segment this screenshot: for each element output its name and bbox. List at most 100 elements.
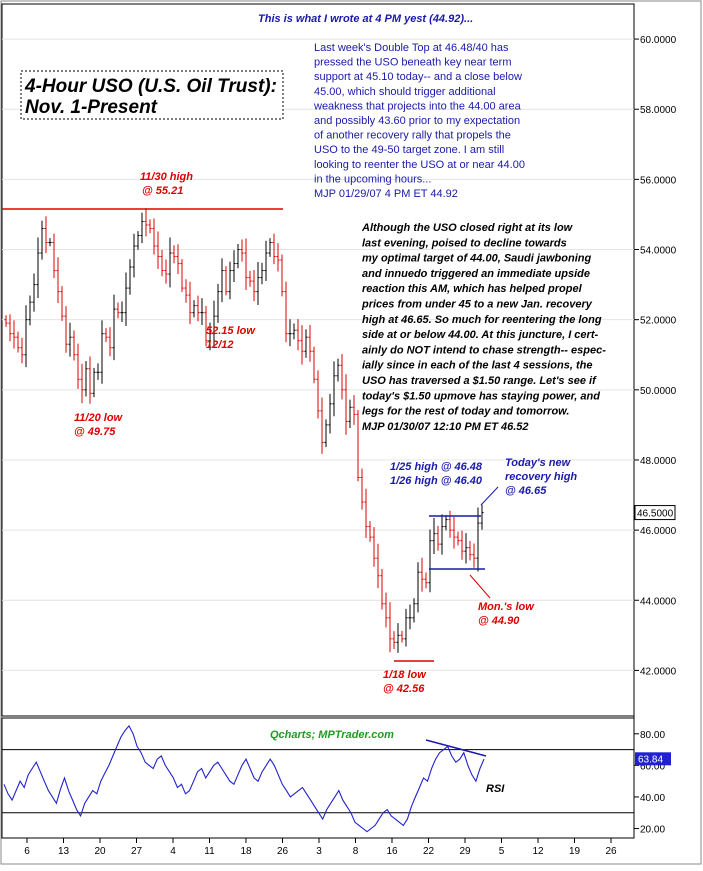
ohlc-bar [356,409,360,482]
ohlc-bar [212,300,216,348]
ohlc-bar [320,397,324,454]
annotation-nov20-low: 11/20 low [74,412,124,424]
ohlc-bar [300,325,304,365]
annotation-today-high: Today's new [505,457,572,469]
ohlc-bar [148,219,152,234]
ohlc-bar [352,395,356,425]
price-tick-label: 56.0000 [640,175,677,186]
ohlc-bar [4,315,8,327]
ohlc-bar [476,507,480,572]
note2-line: and innuedo triggered an immediate upsid… [362,268,590,280]
rsi-layer: 20.00 40.00 60.00 80.00 [2,724,665,836]
x-tick-label: 26 [277,846,289,857]
price-tick-label: 54.0000 [640,246,677,257]
x-tick-label: 11 [204,846,215,857]
annotation-dec12-low: 52.15 low [206,325,256,337]
note1-line: weakness that projects into the 44.00 ar… [313,100,522,112]
ohlc-bar [316,370,320,419]
annotation-jan18-low-value: @ 42.56 [383,683,425,695]
rsi-last-label: 63.84 [638,754,663,765]
note2-line: high at 46.65. So much for reentering th… [362,314,602,326]
ohlc-bar [16,331,20,353]
ohlc-bar [460,530,464,560]
ohlc-bar [232,250,236,283]
ohlc-bar [48,238,52,247]
ohlc-bar [84,361,88,397]
ohlc-bar [156,231,160,269]
ohlc-bar [172,245,176,264]
note1-line: MJP 01/29/07 4 PM ET 44.92 [314,188,458,200]
ohlc-bar [220,258,224,303]
x-tick-label: 12 [532,846,544,857]
rsi-divergence-line [425,739,487,757]
note2-line: USO has traversed a $1.50 range. Let's s… [362,375,597,387]
ohlc-bar [152,218,156,255]
ohlc-bar [372,527,376,567]
ohlc-bar [192,300,196,318]
ohlc-bar [116,302,120,319]
annotation-jan25-high: 1/25 high @ 46.48 [390,461,483,473]
annotation-today-high-label: recovery high [505,471,577,483]
ohlc-bar [380,569,384,610]
ohlc-bar [348,399,352,429]
note1-line: support at 45.10 today-- and a close bel… [314,71,522,83]
ohlc-bar [36,237,40,298]
note2-line: ainly do NOT intend to chase strength-- … [362,344,606,356]
ohlc-bar [164,259,168,284]
ohlc-bar [340,354,344,400]
ohlc-bar [104,328,108,342]
ohlc-bar [480,504,484,530]
ohlc-bar [452,516,456,549]
ohlc-bar [472,543,476,568]
x-tick-label: 3 [316,846,322,857]
note2-line: my optimal target of 44.00, Saudi jawbon… [362,253,591,265]
ohlc-bar [416,562,420,613]
ohlc-bar [400,630,404,643]
ohlc-bar [40,220,44,260]
ohlc-bar [364,488,368,539]
annotation-jan18-low: 1/18 low [383,669,427,681]
ohlc-bar [120,301,124,323]
ohlc-bar [76,343,80,389]
ohlc-bar [32,273,36,312]
ohlc-bar [56,257,60,304]
ohlc-bar [200,298,204,326]
note1-line: in the upcoming hours... [314,173,431,185]
note1-text-block: Last week's Double Top at 46.48/40 has pr… [313,42,525,200]
x-tick-label: 8 [353,846,359,857]
annotation-monday-low-value: @ 44.90 [478,615,520,627]
price-axis-ticks: 42.0000 44.0000 46.0000 48.0000 50.0000 52.00… [634,35,677,677]
ohlc-bar [344,374,348,435]
price-bars [4,208,484,653]
note2-line: reaction this AM, which has helped prope… [362,283,583,295]
ohlc-bar [256,261,260,305]
monday-low-pointer [469,574,491,599]
ohlc-bar [20,337,24,364]
price-tick-label: 48.0000 [640,456,677,467]
ohlc-bar [240,239,244,262]
note1-line: USO to the 49-50 target zone. I am still [314,144,504,156]
ohlc-bar [264,240,268,282]
x-tick-label: 22 [423,846,435,857]
rsi-last-badge [635,752,671,766]
ohlc-bar [188,281,192,325]
ohlc-bar [136,231,140,250]
ohlc-bar [80,363,84,404]
ohlc-bar [304,329,308,358]
ohlc-bar [252,269,256,302]
ohlc-bar [280,254,284,297]
ohlc-bar [428,529,432,593]
ohlc-bar [168,237,172,288]
note1-line: looking to reenter the USO at or near 44… [314,159,525,171]
note2-line: side at or below 44.00. At this juncture… [362,329,598,341]
ohlc-bar [244,238,248,290]
rsi-tick-label: 40.00 [640,793,665,804]
ohlc-bar [312,346,316,384]
x-tick-label: 20 [94,846,106,857]
x-tick-label: 18 [240,846,252,857]
note1-line: 45.00, which should trigger additional [314,86,496,98]
ohlc-bar [44,216,48,253]
